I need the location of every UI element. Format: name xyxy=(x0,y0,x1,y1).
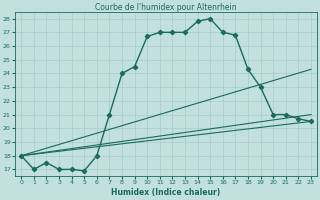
Title: Courbe de l'humidex pour Altenrhein: Courbe de l'humidex pour Altenrhein xyxy=(95,3,237,12)
X-axis label: Humidex (Indice chaleur): Humidex (Indice chaleur) xyxy=(111,188,221,197)
